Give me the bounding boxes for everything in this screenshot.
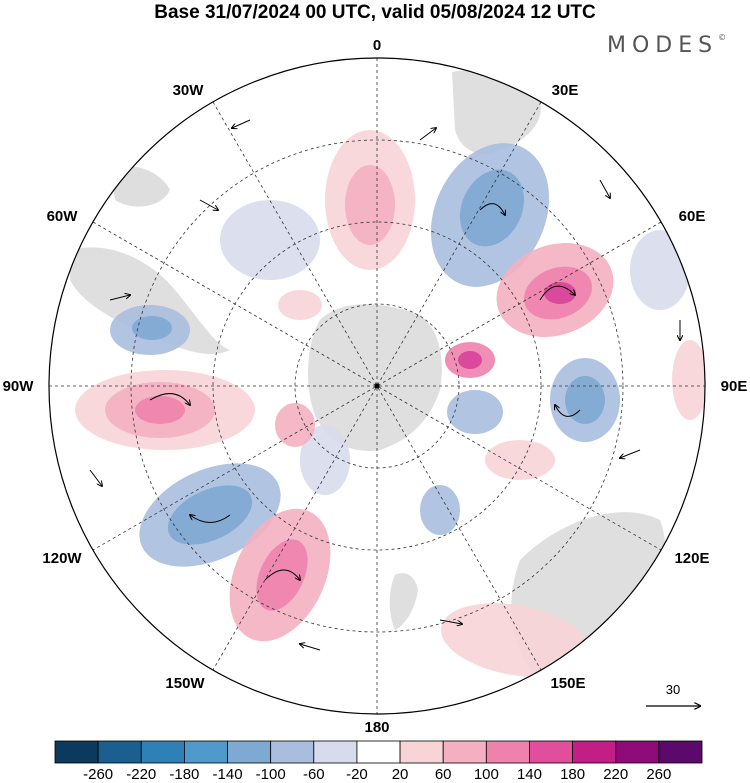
colorbar-swatch bbox=[270, 740, 315, 764]
lon-label-120w: 120W bbox=[42, 550, 82, 567]
lon-label-150w: 150W bbox=[165, 675, 205, 692]
colorbar: -260 -220 -180 -140 -100 -60 -20 20 60 100 140 180 2… bbox=[54, 740, 703, 783]
reference-vector: 30 bbox=[646, 682, 700, 706]
colorbar-swatch bbox=[442, 740, 487, 764]
colorbar-swatch bbox=[97, 740, 142, 764]
colorbar-tick-label: -60 bbox=[303, 766, 325, 783]
lon-label-180: 180 bbox=[364, 719, 389, 736]
colorbar-swatch bbox=[529, 740, 574, 764]
wind-vectors bbox=[89, 119, 680, 651]
lon-label-30w: 30W bbox=[173, 82, 205, 99]
colorbar-swatch bbox=[140, 740, 185, 764]
graticule bbox=[49, 58, 705, 714]
africa bbox=[452, 70, 541, 154]
antarctica bbox=[308, 304, 442, 451]
lon-label-90e: 90E bbox=[721, 378, 748, 395]
colorbar-swatch bbox=[399, 740, 444, 764]
colorbar-swatch bbox=[615, 740, 660, 764]
south-america bbox=[70, 247, 230, 355]
map-border bbox=[48, 57, 706, 715]
colorbar-tick-label: 220 bbox=[603, 766, 628, 783]
colorbar-swatch bbox=[572, 740, 617, 764]
colorbar-tick-label: -140 bbox=[213, 766, 243, 783]
colorbar-tick-label: 260 bbox=[646, 766, 671, 783]
positive-anomalies bbox=[75, 130, 705, 677]
lon-label-60w: 60W bbox=[47, 208, 79, 225]
lon-label-60e: 60E bbox=[679, 208, 706, 225]
colorbar-tick-label: -100 bbox=[256, 766, 286, 783]
colorbar-tick-label: -260 bbox=[83, 766, 113, 783]
colorbar-tick-label: 100 bbox=[474, 766, 499, 783]
lon-label-30e: 30E bbox=[552, 82, 579, 99]
colorbar-swatch bbox=[227, 740, 272, 764]
reference-vector-label: 30 bbox=[666, 682, 680, 697]
colorbar-tick-label: 140 bbox=[517, 766, 542, 783]
longitude-labels: 0 30E 60E 90E 120E 150E 180 150W 120W 90… bbox=[3, 37, 748, 736]
modes-logo: MODES© bbox=[607, 33, 726, 58]
brand-name: MODES bbox=[607, 33, 719, 58]
colorbar-swatch bbox=[313, 740, 358, 764]
colorbar-tick-label: 60 bbox=[435, 766, 452, 783]
colorbar-tick-label: 20 bbox=[392, 766, 409, 783]
colorbar-tick-label: -180 bbox=[169, 766, 199, 783]
colorbar-tick-label: -20 bbox=[346, 766, 368, 783]
colorbar-swatch bbox=[485, 740, 530, 764]
map-disk bbox=[49, 58, 705, 714]
lon-label-120e: 120E bbox=[674, 550, 709, 567]
colorbar-swatch bbox=[183, 740, 228, 764]
colorbar-tick-label: -220 bbox=[126, 766, 156, 783]
map-title: Base 31/07/2024 00 UTC, valid 05/08/2024… bbox=[154, 2, 596, 23]
colorbar-swatch bbox=[54, 740, 99, 764]
lon-label-0: 0 bbox=[373, 37, 381, 54]
brand-mark: © bbox=[718, 33, 727, 42]
south-pole-marker bbox=[374, 383, 380, 389]
lon-label-150e: 150E bbox=[550, 675, 585, 692]
colorbar-swatch bbox=[658, 740, 703, 764]
colorbar-tick-label: 180 bbox=[560, 766, 585, 783]
colorbar-swatch bbox=[356, 740, 401, 764]
new-zealand bbox=[389, 573, 418, 630]
lon-label-90w: 90W bbox=[3, 378, 35, 395]
